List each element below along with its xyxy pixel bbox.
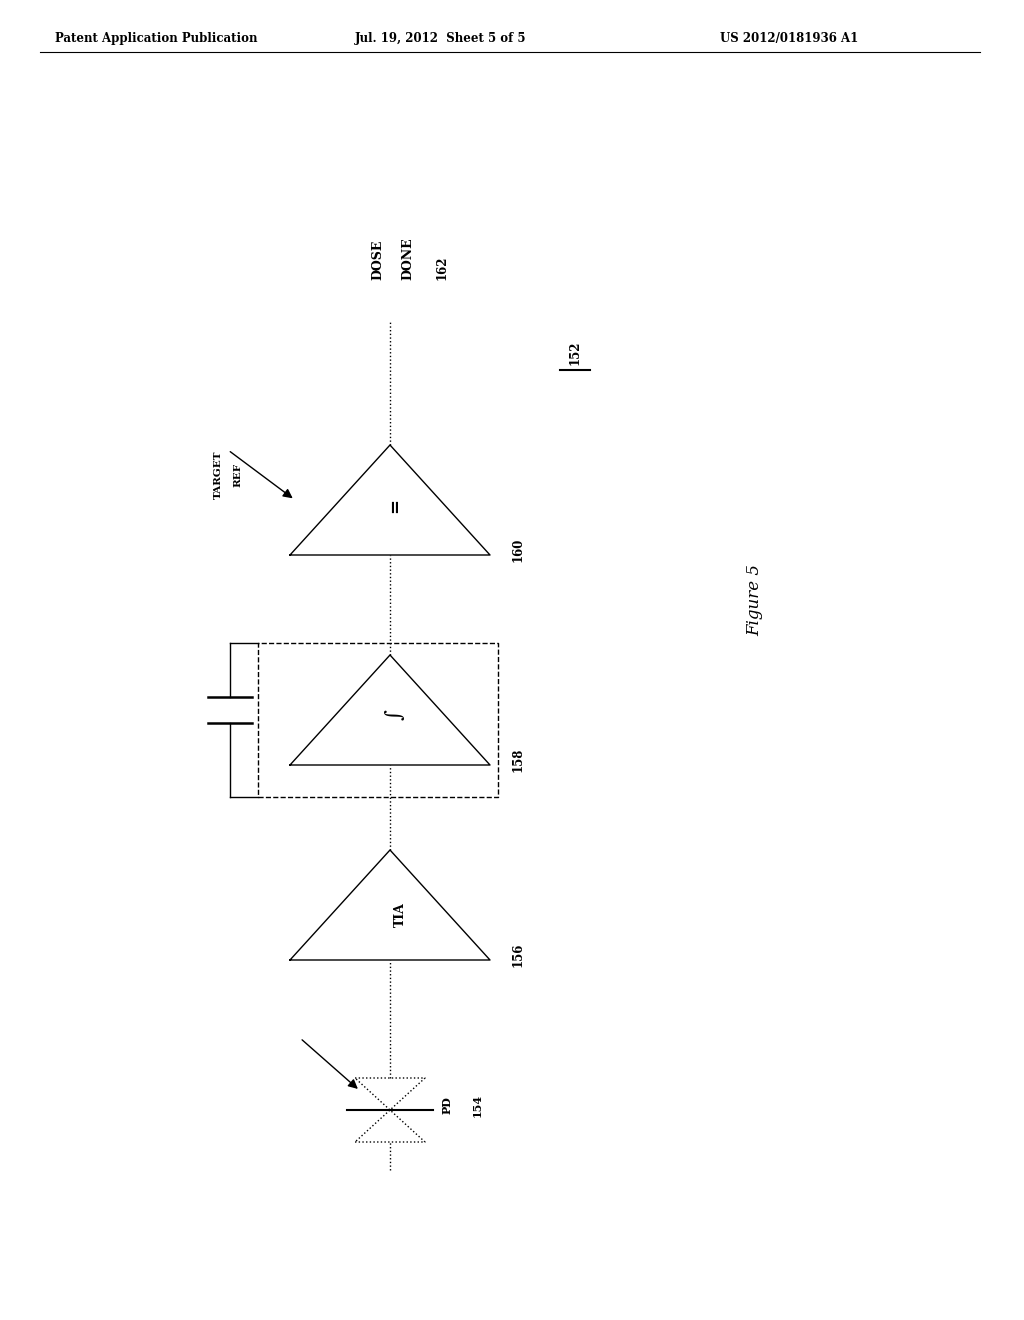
Text: 156: 156 <box>512 942 524 968</box>
Text: Patent Application Publication: Patent Application Publication <box>55 32 257 45</box>
Text: 154: 154 <box>471 1093 482 1117</box>
Text: DONE: DONE <box>401 238 415 280</box>
Text: 158: 158 <box>512 748 524 772</box>
Text: PD: PD <box>441 1096 453 1114</box>
Text: 162: 162 <box>435 256 449 280</box>
Text: Figure 5: Figure 5 <box>746 564 764 636</box>
Text: TARGET: TARGET <box>213 450 222 499</box>
Text: ∫: ∫ <box>385 710 406 721</box>
Text: =: = <box>386 498 404 512</box>
Text: 160: 160 <box>512 537 524 562</box>
Text: Jul. 19, 2012  Sheet 5 of 5: Jul. 19, 2012 Sheet 5 of 5 <box>355 32 526 45</box>
Text: DOSE: DOSE <box>372 240 384 280</box>
Text: US 2012/0181936 A1: US 2012/0181936 A1 <box>720 32 858 45</box>
Text: REF: REF <box>233 463 243 487</box>
Text: TIA: TIA <box>393 903 407 928</box>
Text: 152: 152 <box>568 341 582 366</box>
